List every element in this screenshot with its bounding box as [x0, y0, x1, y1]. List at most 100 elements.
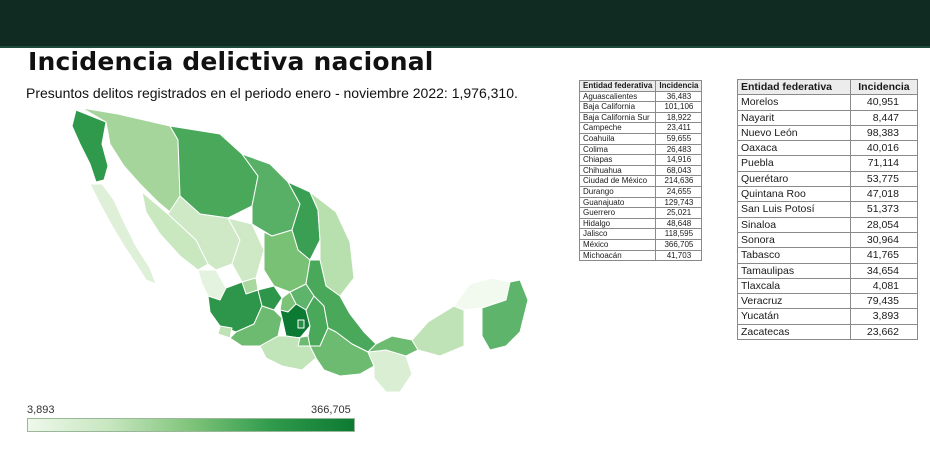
state-guanajuato [257, 285, 283, 311]
state-name: Sonora [737, 231, 851, 249]
table-row: Nayarit 8,447 [737, 109, 919, 126]
state-name: Jalisco [578, 228, 657, 240]
state-name: Tamaulipas [737, 262, 851, 279]
incidence-value: 4,081 [849, 277, 919, 295]
table-row: Jalisco 118,595 [578, 228, 703, 240]
state-name: Guanajuato [578, 196, 657, 209]
incidence-value: 8,447 [849, 109, 919, 126]
state-sonora [81, 107, 181, 213]
incidence-value: 214,636 [655, 175, 703, 187]
table-header-row: Entidad federativa Incidencia [737, 78, 919, 96]
state-name: Nuevo León [737, 124, 851, 142]
mexico-choropleth-map [71, 107, 529, 393]
incidence-value: 71,114 [849, 155, 919, 172]
incidence-value: 24,655 [655, 185, 703, 198]
scale-max-label: 366,705 [311, 404, 351, 416]
state-campeche [411, 305, 465, 357]
incidence-value: 79,435 [849, 293, 919, 310]
header-bar [0, 0, 930, 48]
table-row: Chihuahua 68,043 [578, 164, 703, 177]
table-row: Veracruz 79,435 [737, 293, 919, 310]
table-row: Sinaloa 28,054 [737, 216, 919, 233]
incidence-value: 14,916 [655, 154, 703, 166]
table-row: Michoacán 41,703 [578, 249, 703, 262]
state-baja-california [71, 109, 109, 183]
table-row: Nuevo León 98,383 [737, 124, 919, 142]
state-name: Aguascalientes [578, 90, 657, 103]
incidence-value: 26,483 [655, 143, 703, 156]
table-row: Chiapas 14,916 [578, 154, 703, 166]
state-name: Sinaloa [737, 216, 851, 233]
state-name: Puebla [737, 155, 851, 172]
table-row: Querétaro 53,775 [737, 170, 919, 188]
table-row: Sonora 30,964 [737, 231, 919, 249]
state-tabasco [367, 335, 419, 357]
table-row: México 366,705 [578, 238, 703, 251]
incidence-value: 23,662 [849, 323, 919, 341]
state-name: Zacatecas [737, 323, 851, 341]
table-row: Aguascalientes 36,483 [578, 90, 703, 103]
table-row: Morelos 40,951 [737, 94, 919, 111]
state-name: Ciudad de México [578, 175, 657, 187]
state-name: Durango [578, 185, 657, 198]
state-chihuahua [169, 125, 259, 219]
page-subtitle: Presuntos delitos registrados en el peri… [26, 85, 518, 101]
incidence-value: 36,483 [655, 90, 703, 103]
incidence-table-right: Entidad federativa Incidencia Morelos 40,… [737, 78, 919, 341]
incidence-value: 40,951 [849, 94, 919, 111]
incidence-table-left: Entidad federativa Incidencia Aguascalie… [578, 80, 703, 262]
column-header: Incidencia [849, 78, 919, 96]
page-title: Incidencia delictiva nacional [28, 47, 434, 76]
table-row: Coahuila 59,655 [578, 132, 703, 145]
table-row: Hidalgo 48,648 [578, 217, 703, 230]
incidence-value: 53,775 [849, 170, 919, 188]
state-name: Nayarit [737, 109, 851, 126]
scale-min-label: 3,893 [27, 404, 55, 416]
incidence-value: 101,106 [655, 101, 703, 113]
state-name: Baja California Sur [578, 111, 657, 124]
state-baja-california-sur [89, 183, 157, 285]
state-name: Guerrero [578, 207, 657, 219]
state-ciudad-de-mexico [297, 319, 305, 329]
table-row: Puebla 71,114 [737, 155, 919, 172]
state-name: Quintana Roo [737, 186, 851, 203]
state-name: Tlaxcala [737, 277, 851, 295]
state-name: San Luis Potosí [737, 201, 851, 218]
table-row: Durango 24,655 [578, 185, 703, 198]
incidence-value: 41,765 [849, 247, 919, 264]
state-quintana-roo [481, 279, 529, 351]
incidence-value: 51,373 [849, 201, 919, 218]
state-colima [217, 325, 233, 339]
state-name: Michoacán [578, 249, 657, 262]
incidence-value: 3,893 [849, 308, 919, 325]
state-name: Coahuila [578, 132, 657, 145]
incidence-value: 68,043 [655, 164, 703, 177]
incidence-value: 129,743 [655, 196, 703, 209]
table-row: Baja California Sur 18,922 [578, 111, 703, 124]
table-row: Guanajuato 129,743 [578, 196, 703, 209]
incidence-value: 40,016 [849, 140, 919, 157]
state-name: Querétaro [737, 170, 851, 188]
column-header: Incidencia [655, 80, 703, 92]
table-row: Baja California 101,106 [578, 101, 703, 113]
table-row: Colima 26,483 [578, 143, 703, 156]
incidence-value: 47,018 [849, 186, 919, 203]
state-name: Chiapas [578, 154, 657, 166]
incidence-value: 28,054 [849, 216, 919, 233]
state-michoacan [229, 305, 283, 347]
state-name: Colima [578, 143, 657, 156]
incidence-value: 30,964 [849, 231, 919, 249]
state-durango [167, 195, 241, 271]
state-name: Yucatán [737, 308, 851, 325]
incidence-value: 23,411 [655, 122, 703, 134]
table-row: Ciudad de México 214,636 [578, 175, 703, 187]
table-row: Tlaxcala 4,081 [737, 277, 919, 295]
table-row: Guerrero 25,021 [578, 207, 703, 219]
state-name: Oaxaca [737, 140, 851, 157]
incidence-value: 18,922 [655, 111, 703, 124]
incidence-value: 34,654 [849, 262, 919, 279]
table-row: Oaxaca 40,016 [737, 140, 919, 157]
incidence-value: 48,648 [655, 217, 703, 230]
state-name: Tabasco [737, 247, 851, 264]
incidence-value: 25,021 [655, 207, 703, 219]
